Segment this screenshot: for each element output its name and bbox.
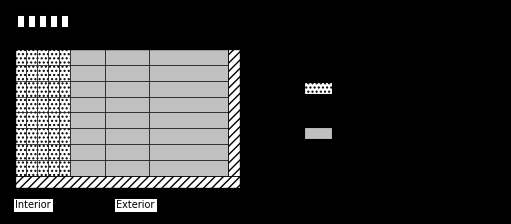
Bar: [105, 97, 149, 112]
Bar: [149, 144, 228, 160]
Bar: [27, 49, 37, 65]
Bar: [27, 144, 37, 160]
Bar: [37, 97, 49, 112]
Bar: [59, 112, 71, 128]
Bar: [71, 65, 105, 81]
Bar: [105, 112, 149, 128]
Bar: [105, 144, 149, 160]
Bar: [149, 65, 228, 81]
Bar: [71, 112, 105, 128]
Bar: [49, 49, 59, 65]
Bar: [15, 49, 240, 188]
Bar: [49, 65, 59, 81]
Bar: [71, 81, 105, 97]
Bar: [37, 144, 49, 160]
Bar: [149, 128, 228, 144]
Bar: [27, 128, 37, 144]
Bar: [105, 160, 149, 176]
Bar: [71, 144, 105, 160]
Bar: [49, 112, 59, 128]
Bar: [71, 97, 105, 112]
Bar: [15, 81, 27, 97]
Bar: [105, 128, 149, 144]
Bar: [149, 97, 228, 112]
Bar: [71, 160, 105, 176]
Bar: [105, 65, 149, 81]
Bar: [149, 160, 228, 176]
Bar: [37, 128, 49, 144]
Bar: [49, 144, 59, 160]
Bar: [37, 65, 49, 81]
Bar: [37, 81, 49, 97]
Text: Interior: Interior: [15, 200, 51, 210]
Bar: [149, 112, 228, 128]
Bar: [49, 128, 59, 144]
Bar: [50, 15, 57, 27]
Bar: [15, 176, 240, 188]
Bar: [15, 128, 27, 144]
Bar: [15, 144, 27, 160]
Bar: [59, 49, 71, 65]
Bar: [27, 160, 37, 176]
Bar: [228, 49, 240, 176]
Bar: [27, 112, 37, 128]
Bar: [71, 128, 105, 144]
Bar: [15, 49, 27, 65]
Bar: [27, 65, 37, 81]
Bar: [27, 97, 37, 112]
Bar: [49, 97, 59, 112]
Bar: [61, 15, 68, 27]
Bar: [37, 112, 49, 128]
Bar: [105, 81, 149, 97]
Bar: [71, 49, 105, 65]
Bar: [17, 15, 25, 27]
Bar: [59, 97, 71, 112]
Bar: [39, 15, 47, 27]
Bar: [105, 49, 149, 65]
Bar: [28, 15, 35, 27]
Text: Exterior: Exterior: [116, 200, 155, 210]
Bar: [15, 160, 27, 176]
Bar: [49, 160, 59, 176]
Bar: [149, 81, 228, 97]
Bar: [15, 97, 27, 112]
Bar: [304, 82, 332, 94]
Bar: [37, 49, 49, 65]
Bar: [59, 65, 71, 81]
Bar: [37, 160, 49, 176]
Bar: [59, 160, 71, 176]
Bar: [59, 128, 71, 144]
Bar: [59, 81, 71, 97]
Bar: [15, 112, 27, 128]
Bar: [27, 81, 37, 97]
Bar: [149, 49, 228, 65]
Bar: [15, 65, 27, 81]
Bar: [49, 81, 59, 97]
Bar: [59, 144, 71, 160]
Bar: [304, 127, 332, 139]
